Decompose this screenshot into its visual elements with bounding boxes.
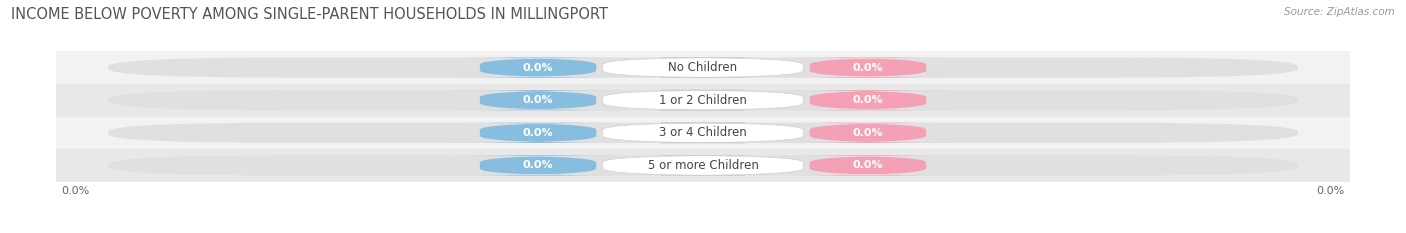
FancyBboxPatch shape	[603, 123, 803, 143]
Text: 0.0%: 0.0%	[852, 95, 883, 105]
Text: 0.0%: 0.0%	[852, 128, 883, 138]
Text: 0.0%: 0.0%	[852, 63, 883, 72]
Text: INCOME BELOW POVERTY AMONG SINGLE-PARENT HOUSEHOLDS IN MILLINGPORT: INCOME BELOW POVERTY AMONG SINGLE-PARENT…	[11, 7, 609, 22]
FancyBboxPatch shape	[454, 123, 621, 143]
FancyBboxPatch shape	[603, 155, 803, 175]
Text: 5 or more Children: 5 or more Children	[648, 159, 758, 172]
Text: No Children: No Children	[668, 61, 738, 74]
FancyBboxPatch shape	[785, 155, 952, 175]
FancyBboxPatch shape	[785, 90, 952, 110]
FancyBboxPatch shape	[785, 123, 952, 143]
Bar	[56, 149, 1350, 182]
FancyBboxPatch shape	[454, 90, 621, 110]
Text: 0.0%: 0.0%	[523, 161, 554, 170]
Bar	[56, 51, 1350, 84]
FancyBboxPatch shape	[785, 58, 952, 78]
Text: 0.0%: 0.0%	[523, 63, 554, 72]
Bar	[56, 84, 1350, 116]
FancyBboxPatch shape	[603, 58, 803, 78]
FancyBboxPatch shape	[108, 123, 1298, 143]
Text: 0.0%: 0.0%	[523, 95, 554, 105]
FancyBboxPatch shape	[108, 90, 1298, 110]
Text: Source: ZipAtlas.com: Source: ZipAtlas.com	[1284, 7, 1395, 17]
Text: 3 or 4 Children: 3 or 4 Children	[659, 126, 747, 139]
FancyBboxPatch shape	[454, 58, 621, 78]
FancyBboxPatch shape	[108, 155, 1298, 175]
Text: 0.0%: 0.0%	[852, 161, 883, 170]
FancyBboxPatch shape	[603, 90, 803, 110]
FancyBboxPatch shape	[108, 58, 1298, 78]
Text: 1 or 2 Children: 1 or 2 Children	[659, 94, 747, 107]
Text: 0.0%: 0.0%	[523, 128, 554, 138]
Bar	[56, 116, 1350, 149]
FancyBboxPatch shape	[454, 155, 621, 175]
